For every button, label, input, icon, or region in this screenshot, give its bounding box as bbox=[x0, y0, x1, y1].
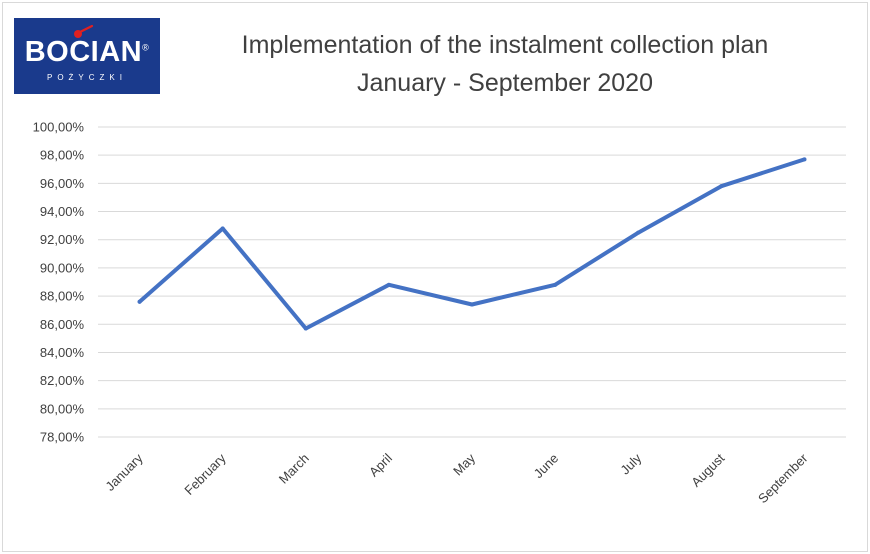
y-tick-label: 80,00% bbox=[40, 401, 85, 416]
x-tick-label: March bbox=[276, 451, 312, 487]
gridlines bbox=[98, 126, 846, 438]
x-tick-label: February bbox=[181, 450, 229, 498]
x-axis-ticks: January February March April May June July Augu… bbox=[102, 450, 811, 506]
y-tick-label: 98,00% bbox=[40, 148, 85, 163]
chart-title-block: Implementation of the instalment collect… bbox=[170, 26, 840, 102]
y-tick-label: 78,00% bbox=[40, 430, 85, 445]
y-tick-label: 96,00% bbox=[40, 176, 85, 191]
data-point bbox=[137, 299, 142, 304]
chart-subtitle: January - September 2020 bbox=[356, 69, 653, 97]
y-tick-label: 82,00% bbox=[40, 373, 85, 388]
series-layer bbox=[137, 157, 807, 331]
x-tick-label: May bbox=[450, 450, 478, 478]
x-tick-label: July bbox=[617, 450, 644, 477]
x-tick-label: June bbox=[531, 451, 562, 482]
x-tick-label: September bbox=[755, 450, 811, 506]
y-axis-ticks: 78,00% 80,00% 82,00% 84,00% 86,00% 88,00% 90,0… bbox=[33, 120, 85, 445]
data-point bbox=[386, 282, 391, 287]
logo-subtitle: POŻYCZKI bbox=[46, 73, 127, 82]
data-point bbox=[303, 326, 308, 331]
y-tick-label: 84,00% bbox=[40, 345, 85, 360]
y-tick-label: 86,00% bbox=[40, 317, 85, 332]
data-point bbox=[470, 302, 474, 307]
stork-icon bbox=[74, 24, 94, 38]
x-tick-label: August bbox=[688, 450, 727, 489]
logo-brand: BOCIAN® bbox=[24, 36, 150, 68]
data-point bbox=[719, 184, 724, 189]
chart-title: Implementation of the instalment collect… bbox=[241, 31, 769, 59]
y-tick-label: 94,00% bbox=[40, 204, 85, 219]
data-point bbox=[802, 157, 807, 162]
data-point bbox=[553, 282, 558, 287]
x-tick-label: April bbox=[366, 450, 395, 479]
y-tick-label: 88,00% bbox=[40, 289, 85, 304]
data-point bbox=[636, 230, 641, 235]
data-point bbox=[220, 226, 225, 231]
x-tick-label: January bbox=[102, 450, 146, 494]
bocian-logo: BOCIAN® POŻYCZKI bbox=[14, 18, 160, 94]
y-tick-label: 90,00% bbox=[40, 260, 85, 275]
y-tick-label: 100,00% bbox=[33, 120, 85, 135]
y-tick-label: 92,00% bbox=[40, 232, 85, 247]
